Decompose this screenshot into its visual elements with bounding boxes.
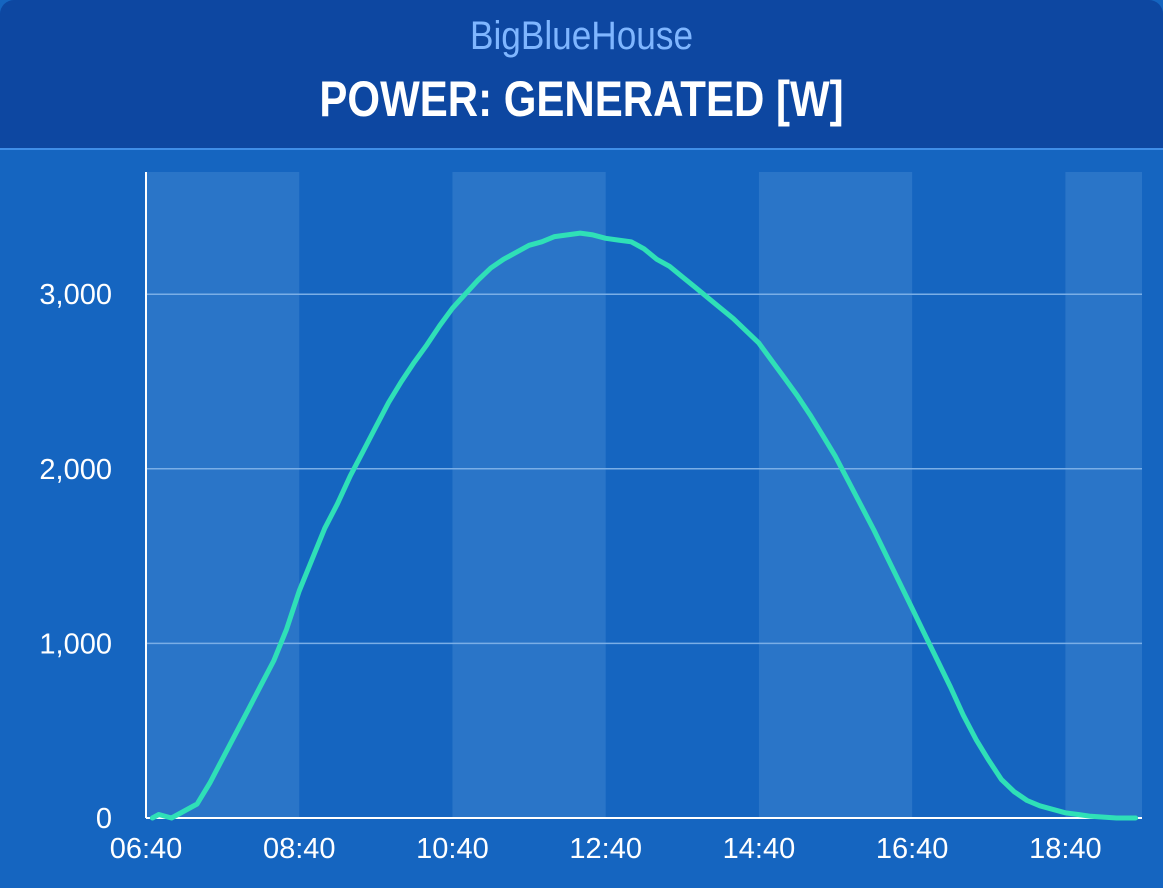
y-tick-label: 3,000	[39, 279, 112, 311]
y-tick-label: 2,000	[39, 454, 112, 486]
y-tick-label: 0	[96, 803, 112, 835]
x-tick-label: 16:40	[876, 833, 949, 865]
chart-band	[146, 172, 300, 818]
x-tick-label: 14:40	[723, 833, 796, 865]
x-tick-label: 12:40	[569, 833, 642, 865]
chart-title: POWER: GENERATED [W]	[319, 71, 844, 127]
chart-subtitle: BigBlueHouse	[469, 14, 694, 58]
chart-band	[758, 172, 913, 818]
y-tick-label: 1,000	[39, 628, 112, 660]
x-tick-label: 18:40	[1029, 833, 1102, 865]
power-series-line	[149, 230, 1139, 821]
x-tick-label: 08:40	[263, 833, 336, 865]
x-tick-label: 10:40	[416, 833, 489, 865]
chart-band	[452, 172, 606, 818]
chart-header: BigBlueHouse POWER: GENERATED [W]	[0, 0, 1163, 150]
chart-band	[1065, 172, 1142, 818]
x-tick-label: 06:40	[110, 833, 183, 865]
